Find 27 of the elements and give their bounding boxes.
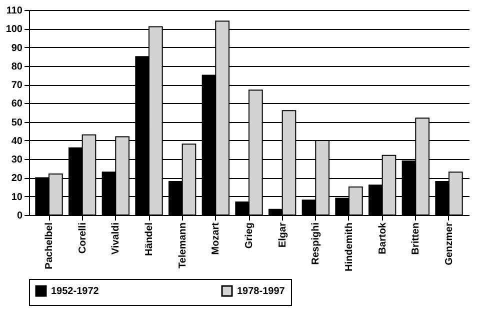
y-tick-label: 100 bbox=[6, 24, 23, 36]
x-tick-label: Mozart bbox=[210, 222, 222, 255]
y-tick-label: 110 bbox=[6, 6, 23, 16]
y-tick-label: 70 bbox=[11, 80, 23, 92]
x-tick-label: Grieg bbox=[244, 222, 255, 249]
y-tick-label: 60 bbox=[11, 98, 23, 110]
x-tick-label: Pachelbel bbox=[44, 222, 55, 270]
x-tick-label: Hindemith bbox=[344, 222, 355, 272]
y-tick-label: 40 bbox=[11, 136, 23, 147]
legend-label: 1978-1997 bbox=[237, 286, 286, 297]
x-tick-label: Vivaldi bbox=[110, 222, 122, 255]
y-tick-label: 50 bbox=[11, 117, 23, 128]
y-tick-label: 10 bbox=[11, 192, 23, 203]
x-tick-label: Britten bbox=[410, 222, 422, 255]
y-tick-label: 30 bbox=[11, 154, 23, 166]
x-tick-label: Respighi bbox=[310, 222, 322, 265]
x-tick-label: Bartok bbox=[377, 222, 388, 254]
y-tick-label: 90 bbox=[11, 42, 23, 54]
x-tick-label: Corelli bbox=[77, 222, 88, 254]
x-tick-label: Genzmer bbox=[444, 222, 455, 266]
x-tick-label: Telemann bbox=[177, 222, 188, 268]
x-tick-label: Elgar bbox=[277, 222, 288, 248]
legend-label: 1952-1972 bbox=[51, 286, 100, 297]
y-tick-label: 80 bbox=[11, 61, 23, 72]
y-tick-label: 0 bbox=[16, 210, 23, 222]
x-tick-label: Händel bbox=[144, 222, 155, 256]
y-tick-label: 20 bbox=[11, 173, 23, 184]
